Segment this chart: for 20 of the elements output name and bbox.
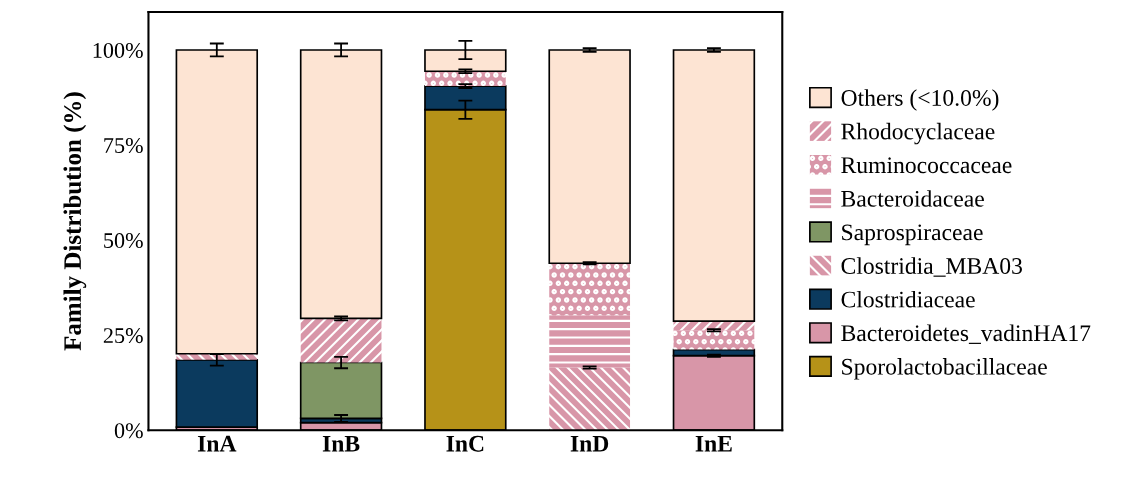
y-axis-title: Family Distribution (%) xyxy=(63,92,87,351)
y-tick-label: 75% xyxy=(104,137,143,154)
legend-label: Others (<10.0%) xyxy=(841,89,999,111)
y-tick-label: 25% xyxy=(103,328,143,344)
x-tick-label: InB xyxy=(322,435,360,452)
x-tick-label: InD xyxy=(570,435,609,452)
legend-label: Saprospiraceae xyxy=(842,224,983,246)
legend-label: Sporolactobacillaceae xyxy=(842,358,1047,380)
legend-label: Ruminococcaceae xyxy=(841,157,1012,174)
y-tick-label: 100% xyxy=(93,42,143,58)
y-tick-label: 50% xyxy=(104,233,143,249)
legend-label: Clostridia_MBA03 xyxy=(841,257,1022,277)
y-tick-label: 0% xyxy=(114,423,143,439)
x-tick-label: InE xyxy=(695,435,732,452)
legend-label: Rhodocyclaceae xyxy=(841,122,995,145)
x-tick-label: InC xyxy=(446,435,484,452)
legend-label: Bacteroidetes_vadinHA17 xyxy=(841,324,1091,344)
legend-label: Clostridiaceae xyxy=(841,290,975,308)
legend-label: Bacteroidaceae xyxy=(841,190,984,207)
x-tick-label: InA xyxy=(197,435,237,452)
